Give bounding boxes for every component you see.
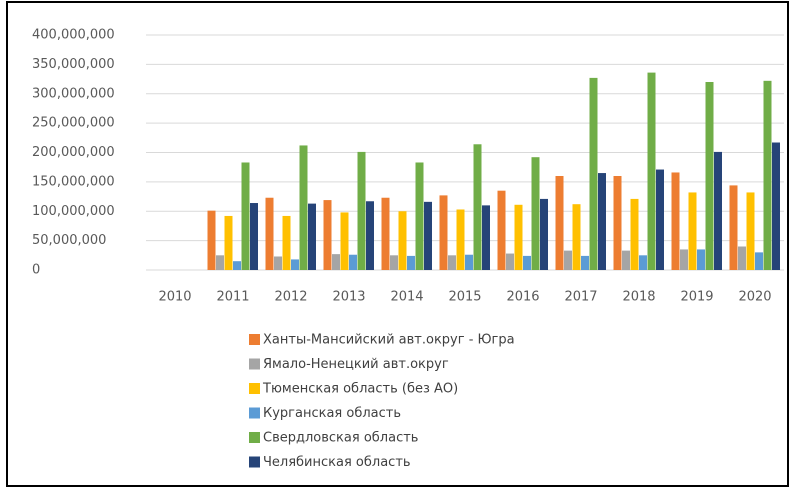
bar — [473, 144, 482, 270]
legend-label: Свердловская область — [263, 431, 418, 446]
y-tick-label: 300,000,000 — [32, 86, 115, 101]
legend-swatch — [249, 432, 260, 443]
bar — [540, 198, 548, 270]
bar — [656, 169, 664, 270]
bar — [424, 201, 432, 270]
y-tick-label: 350,000,000 — [32, 57, 115, 72]
bar — [265, 197, 274, 270]
legend-label: Челябинская область — [263, 455, 411, 470]
bar — [456, 209, 465, 270]
bar — [729, 185, 738, 270]
bar — [415, 162, 424, 270]
bar — [581, 255, 589, 270]
bar — [482, 205, 490, 270]
bar — [349, 254, 357, 270]
x-tick-label: 2015 — [448, 290, 481, 305]
bar — [697, 249, 705, 270]
bar — [274, 256, 282, 270]
legend-label: Ханты-Мансийский авт.округ - Югра — [263, 333, 515, 348]
bar — [323, 200, 332, 270]
bar — [340, 212, 349, 270]
bar — [241, 162, 250, 270]
bar — [705, 82, 714, 270]
bar — [630, 198, 639, 270]
bar — [282, 215, 291, 270]
bar — [647, 72, 656, 270]
bar — [357, 151, 366, 270]
bar — [299, 145, 308, 270]
legend-swatch — [249, 456, 260, 468]
bar — [398, 211, 407, 270]
bar — [250, 203, 258, 270]
legend-label: Курганская область — [263, 406, 401, 421]
legend-swatch — [249, 407, 260, 419]
bar — [291, 259, 299, 270]
x-tick-label: 2010 — [158, 290, 191, 305]
y-tick-label: 100,000,000 — [32, 204, 115, 219]
bar — [671, 172, 680, 270]
bar — [224, 215, 233, 270]
bar — [506, 253, 514, 270]
legend-swatch — [249, 383, 260, 394]
legend-label: Тюменская область (без АО) — [262, 382, 458, 397]
y-tick-label: 250,000,000 — [32, 116, 115, 131]
y-tick-label: 400,000,000 — [32, 28, 115, 43]
bar — [680, 249, 688, 270]
x-tick-label: 2016 — [506, 290, 539, 305]
bar — [572, 204, 581, 270]
x-tick-label: 2013 — [332, 290, 365, 305]
bar — [439, 195, 448, 270]
bar — [531, 157, 540, 270]
y-tick-label: 200,000,000 — [32, 145, 115, 160]
bar — [523, 255, 531, 270]
x-tick-label: 2014 — [390, 290, 423, 305]
bar — [613, 176, 622, 270]
bar — [564, 250, 572, 270]
bar — [497, 190, 506, 270]
x-tick-label: 2020 — [738, 290, 771, 305]
x-tick-label: 2019 — [680, 290, 713, 305]
bar — [308, 203, 316, 270]
bar — [465, 254, 473, 270]
bar — [763, 80, 772, 270]
bar — [381, 197, 390, 270]
frame — [6, 1, 789, 487]
x-tick-label: 2017 — [564, 290, 597, 305]
bar — [390, 255, 398, 270]
bar — [755, 252, 763, 270]
bar — [688, 192, 697, 270]
bar — [366, 201, 374, 270]
bar — [207, 210, 216, 270]
bar — [589, 77, 598, 270]
bar — [746, 192, 755, 270]
bar — [332, 254, 340, 270]
legend-label: Ямало-Ненецкий авт.округ — [263, 357, 449, 372]
bar — [233, 261, 241, 270]
y-tick-label: 50,000,000 — [32, 233, 106, 248]
bar — [448, 255, 456, 270]
x-tick-label: 2011 — [216, 290, 249, 305]
bar — [738, 246, 746, 270]
bar — [772, 142, 780, 270]
x-tick-label: 2018 — [622, 290, 655, 305]
y-tick-label: 150,000,000 — [32, 174, 115, 189]
bar — [407, 255, 415, 270]
bar — [555, 176, 564, 270]
bar — [598, 173, 606, 270]
bar — [622, 250, 630, 270]
bar — [714, 151, 722, 270]
bar — [639, 255, 647, 270]
legend-swatch — [249, 358, 260, 370]
legend-swatch — [249, 334, 260, 345]
y-tick-label: 0 — [32, 263, 40, 278]
bar — [514, 204, 523, 270]
bar — [216, 255, 224, 270]
x-tick-label: 2012 — [274, 290, 307, 305]
